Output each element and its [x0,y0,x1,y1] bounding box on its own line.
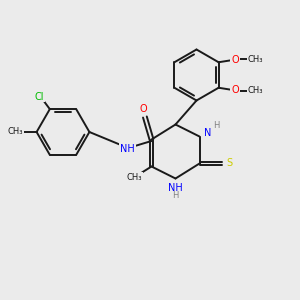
Text: O: O [231,85,239,95]
Text: S: S [226,158,232,169]
Text: CH₃: CH₃ [8,128,23,136]
Text: CH₃: CH₃ [127,173,142,182]
Text: NH: NH [168,183,183,193]
Text: Cl: Cl [34,92,44,101]
Text: O: O [140,103,147,114]
Text: CH₃: CH₃ [248,55,263,64]
Text: O: O [231,55,239,65]
Text: NH: NH [120,143,135,154]
Text: H: H [172,191,179,200]
Text: H: H [213,121,219,130]
Text: N: N [204,128,211,138]
Text: CH₃: CH₃ [248,86,263,95]
